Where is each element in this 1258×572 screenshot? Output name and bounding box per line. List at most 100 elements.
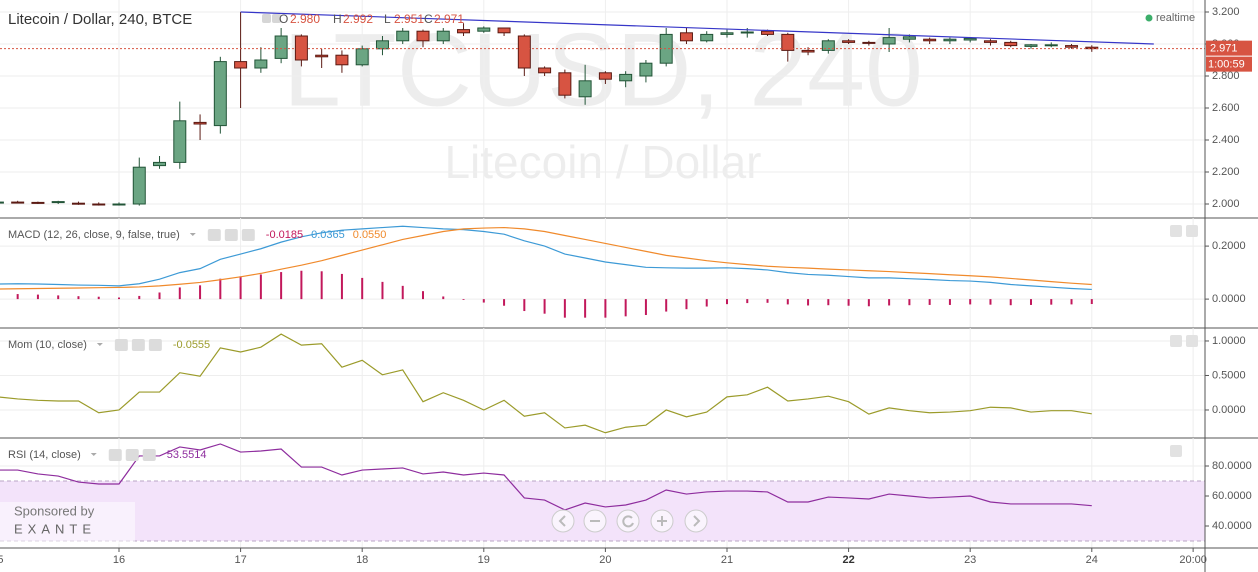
legend-icon[interactable] — [131, 339, 145, 351]
legend-icon[interactable] — [207, 229, 221, 241]
legend-icon — [262, 14, 271, 23]
pane-plot — [0, 443, 1092, 511]
histogram-bar — [259, 274, 262, 300]
candle-body — [355, 48, 369, 66]
legend-icon[interactable] — [125, 449, 139, 461]
pane-down[interactable] — [1186, 225, 1198, 237]
histogram-bar — [340, 273, 343, 300]
indicator-title: RSI (14, close) — [8, 449, 81, 461]
candle-body — [153, 161, 167, 167]
ohlc-name: H — [333, 12, 342, 26]
zoom-control[interactable] — [616, 509, 640, 533]
candle-body — [963, 37, 977, 41]
histogram-bar — [523, 299, 526, 312]
pane-down[interactable] — [1186, 335, 1198, 347]
histogram-bar — [543, 299, 546, 314]
histogram-bar — [584, 299, 587, 318]
histogram-bar — [908, 299, 911, 306]
x-tick-label: 23 — [964, 554, 976, 566]
y-tick-label: 1.0000 — [1212, 335, 1246, 347]
candle-body — [720, 32, 734, 35]
candle-body — [801, 49, 815, 53]
candle-body — [132, 166, 146, 205]
candle-body — [112, 203, 126, 206]
histogram-bar — [442, 296, 445, 300]
candle-body — [457, 29, 471, 34]
candle-body — [943, 38, 957, 42]
legend-value: -0.0555 — [173, 339, 210, 351]
candle-body — [538, 67, 552, 74]
y-tick-label: 2.800 — [1212, 70, 1240, 82]
legend-icon[interactable] — [241, 229, 255, 241]
histogram-bar — [199, 285, 202, 300]
legend-icon[interactable] — [114, 339, 128, 351]
histogram-bar — [361, 277, 364, 300]
legend-icon[interactable] — [108, 449, 122, 461]
histogram-bar — [624, 299, 627, 317]
legend-icon[interactable] — [224, 229, 238, 241]
histogram-bar — [705, 299, 708, 307]
y-tick-label: 60.0000 — [1212, 490, 1252, 502]
candle-body — [781, 33, 795, 51]
candle-body — [1065, 45, 1079, 48]
ohlc-value: 2.980 — [290, 12, 320, 26]
chart-title: Litecoin / Dollar, 240, BTCE — [8, 11, 192, 28]
candle-body — [761, 30, 775, 35]
candle-body — [315, 54, 329, 58]
zoom-icon — [657, 516, 667, 526]
histogram-bar — [989, 299, 992, 305]
legend-icon[interactable] — [148, 339, 162, 351]
candle-body — [274, 35, 288, 59]
candle-body — [619, 73, 633, 82]
histogram-bar — [138, 295, 141, 300]
legend-icon[interactable] — [142, 449, 156, 461]
histogram-bar — [867, 299, 870, 307]
histogram-bar — [827, 299, 830, 306]
histogram-bar — [300, 270, 303, 300]
legend-caret — [90, 453, 97, 456]
status-dot — [1145, 14, 1153, 22]
sponsor-text: Sponsored by — [14, 503, 95, 518]
zoom-control[interactable] — [684, 509, 708, 533]
histogram-bar — [644, 299, 647, 316]
candle-body — [862, 41, 876, 44]
x-tick-label: 20:00 — [1179, 554, 1207, 566]
histogram-bar — [725, 299, 728, 305]
pane-up[interactable] — [1170, 225, 1182, 237]
candle-body — [71, 202, 85, 205]
histogram-bar — [847, 299, 850, 306]
ohlc-name: C — [424, 12, 433, 26]
histogram-bar — [117, 297, 120, 300]
countdown-label: 1:00:59 — [1208, 59, 1245, 71]
y-tick-label: 0.0000 — [1212, 404, 1246, 416]
indicator-title: MACD (12, 26, close, 9, false, true) — [8, 229, 180, 241]
candle-body — [700, 33, 714, 42]
histogram-bar — [928, 299, 931, 305]
zoom-control[interactable] — [551, 509, 575, 533]
histogram-bar — [381, 281, 384, 300]
pane-up[interactable] — [1170, 445, 1182, 457]
y-tick-label: 2.400 — [1212, 134, 1240, 146]
y-tick-label: 2.000 — [1212, 198, 1240, 210]
y-tick-label: 0.0000 — [1212, 293, 1246, 305]
candle-body — [193, 121, 207, 125]
histogram-bar — [888, 299, 891, 306]
histogram-bar — [219, 278, 222, 300]
indicator-line — [0, 443, 1092, 511]
candle-body — [740, 31, 754, 34]
candle-body — [436, 30, 450, 42]
legend-value: 0.0550 — [353, 229, 387, 241]
x-tick-label: 22 — [842, 554, 854, 566]
y-tick-label: 0.2000 — [1212, 240, 1246, 252]
candle-body — [0, 201, 4, 204]
histogram-bar — [563, 299, 566, 318]
histogram-bar — [280, 272, 283, 300]
watermark-name: Litecoin / Dollar — [444, 136, 761, 188]
candle-body — [1044, 44, 1058, 47]
y-tick-label: 0.5000 — [1212, 369, 1246, 381]
candle-body — [51, 201, 65, 204]
pane-up[interactable] — [1170, 335, 1182, 347]
histogram-bar — [97, 296, 100, 300]
candle-body — [679, 32, 693, 42]
candle-body — [882, 37, 896, 45]
